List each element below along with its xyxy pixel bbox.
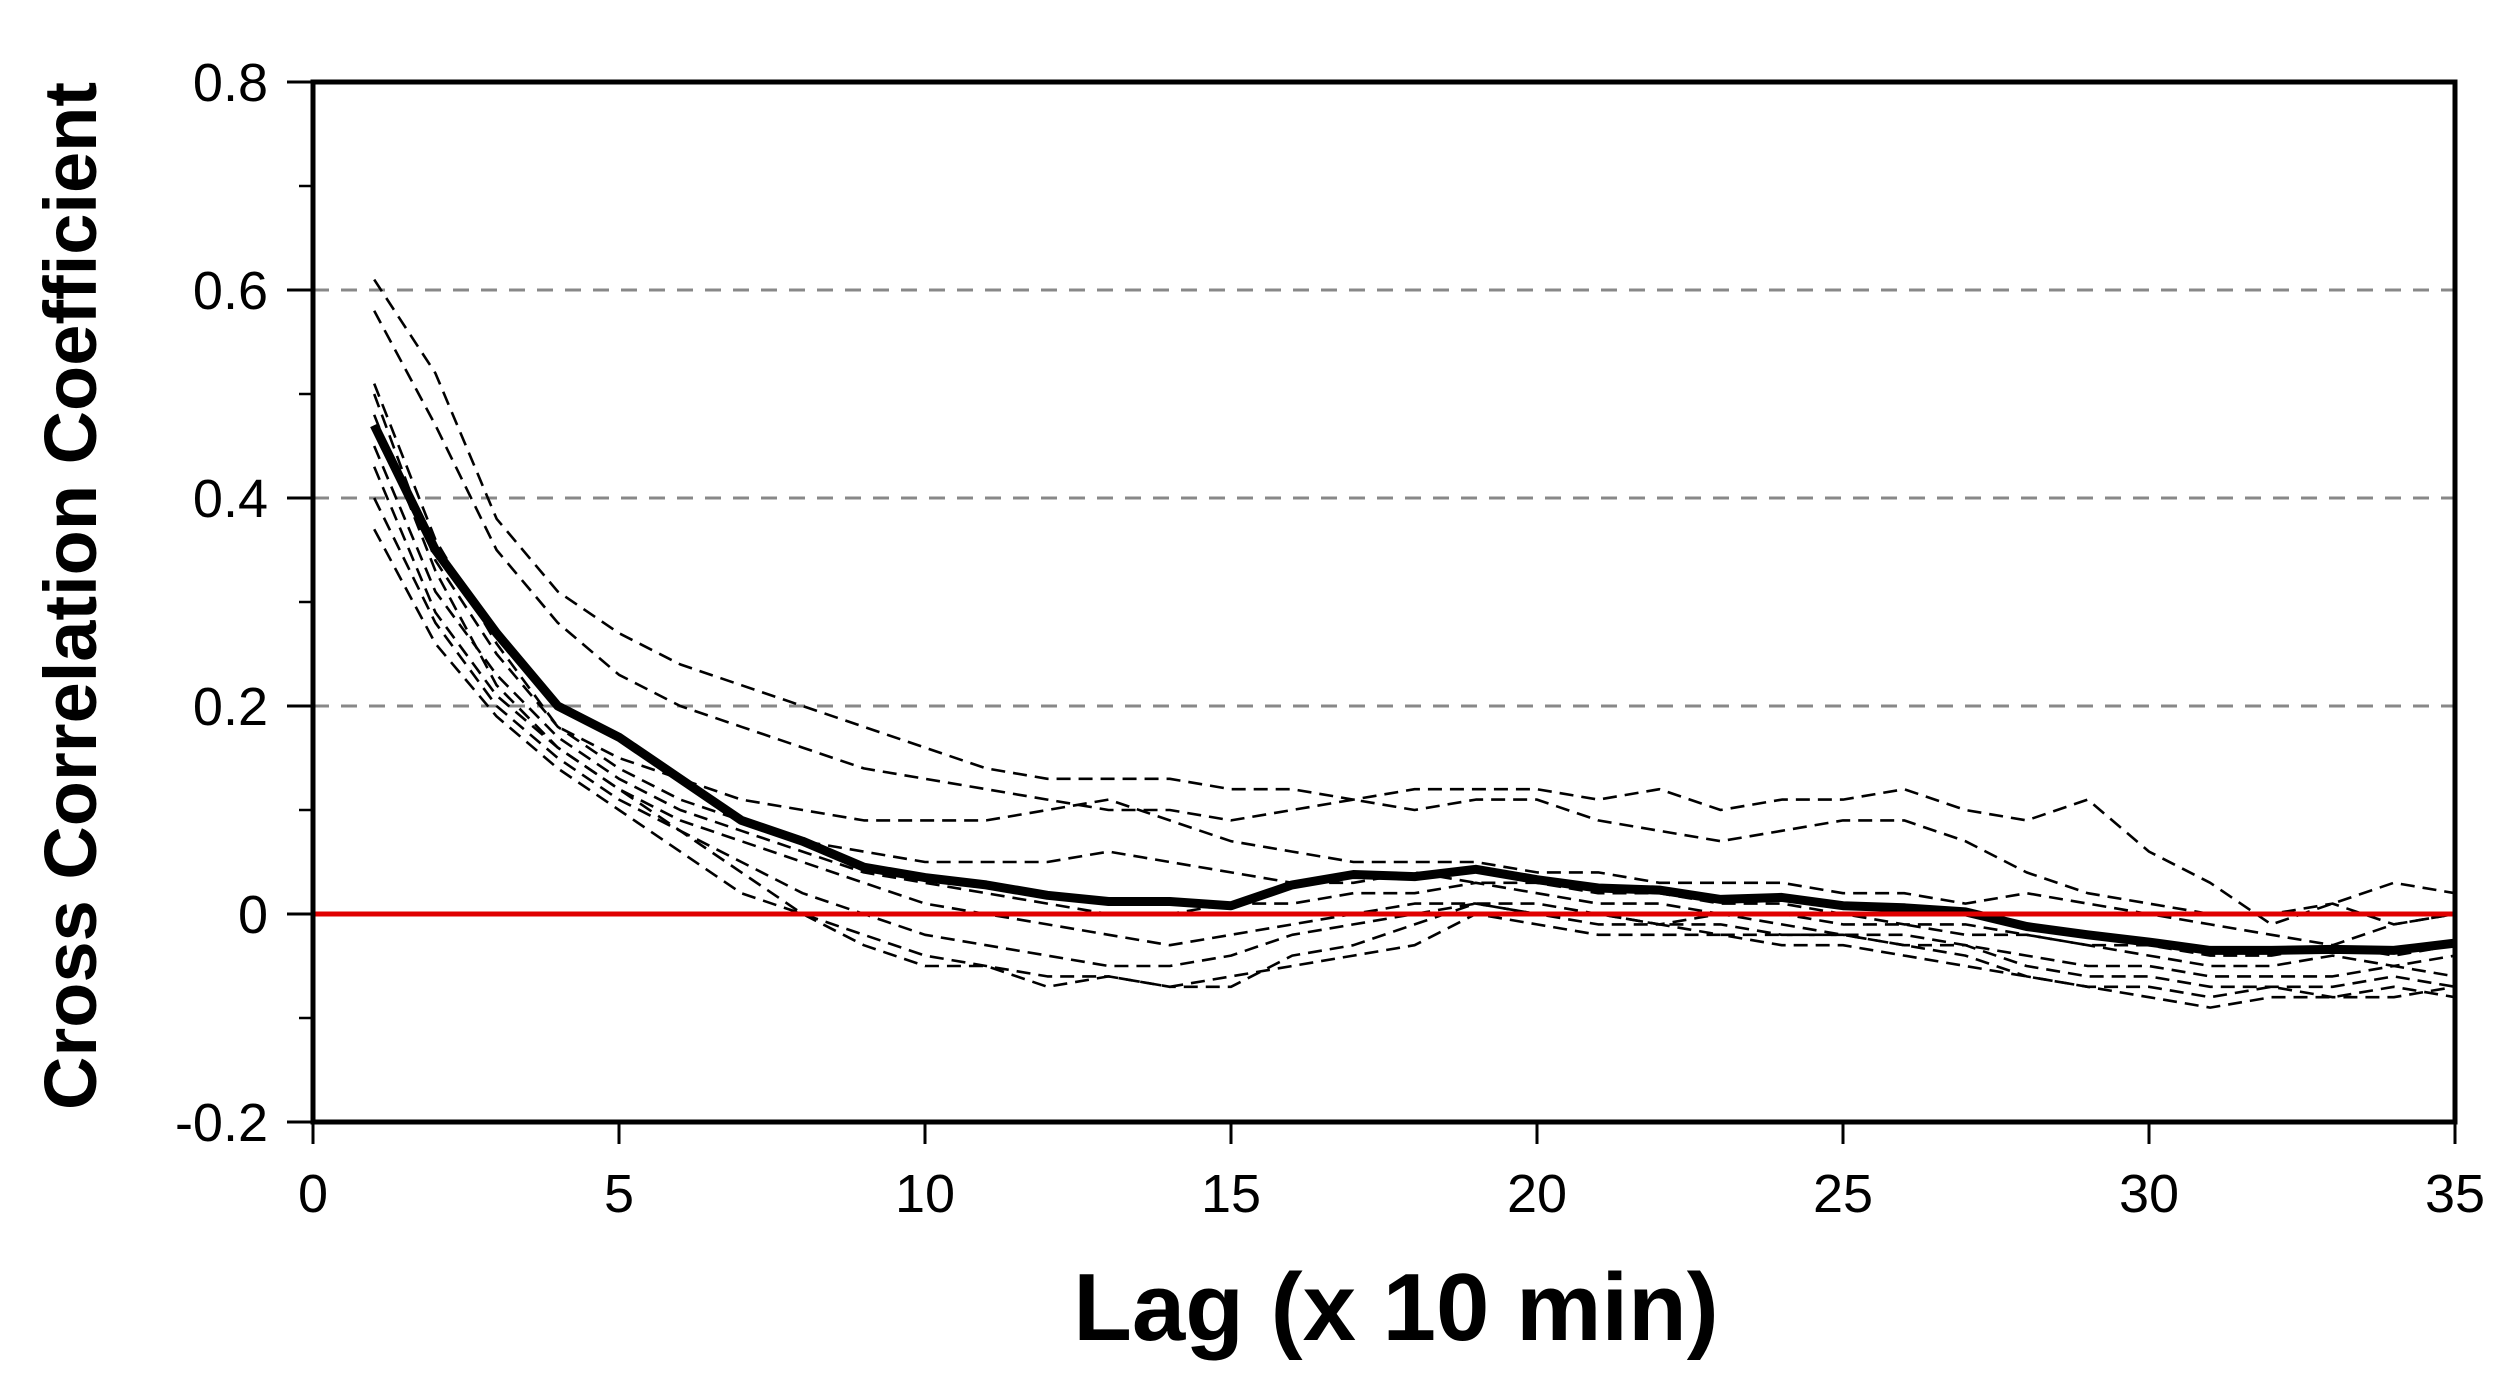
x-tick-label: 20 (1507, 1164, 1567, 1224)
x-tick-label: 15 (1201, 1164, 1261, 1224)
y-tick-label: -0.2 (175, 1093, 268, 1153)
y-tick-label: 0.8 (193, 53, 268, 113)
individual-series-line-1 (373, 278, 2456, 926)
individual-series-line-4 (372, 393, 2456, 957)
individual-series-line-6 (373, 466, 2456, 978)
individual-series-line-3 (372, 383, 2456, 947)
y-tick-label: 0.4 (193, 469, 268, 529)
individual-series-line-2 (373, 310, 2456, 926)
series-group (370, 278, 2456, 1009)
x-tick-label: 30 (2119, 1164, 2179, 1224)
gridlines (313, 288, 2455, 708)
y-tick-label: 0 (238, 885, 268, 945)
x-tick-label: 10 (895, 1164, 955, 1224)
x-tick-label: 35 (2425, 1164, 2485, 1224)
x-tick-label: 25 (1813, 1164, 1873, 1224)
y-axis-title: Cross Correlation Coefficient (29, 82, 112, 1110)
individual-series-line-9 (372, 414, 2456, 999)
x-tick-label: 0 (298, 1164, 328, 1224)
individual-series-line-8 (373, 528, 2456, 1009)
x-axis-title: Lag (x 10 min) (1073, 1254, 1718, 1361)
individual-series-line-7 (373, 497, 2456, 989)
y-tick-label: 0.2 (193, 677, 268, 737)
x-tick-label: 5 (604, 1164, 634, 1224)
mean-series-line (370, 423, 2456, 955)
y-tick-label: 0.6 (193, 261, 268, 321)
axes: -0.2 0 0.2 0.4 0.6 0.8 0 5 10 15 20 25 30 35 (175, 53, 2485, 1224)
individual-series-line-5 (373, 445, 2456, 968)
